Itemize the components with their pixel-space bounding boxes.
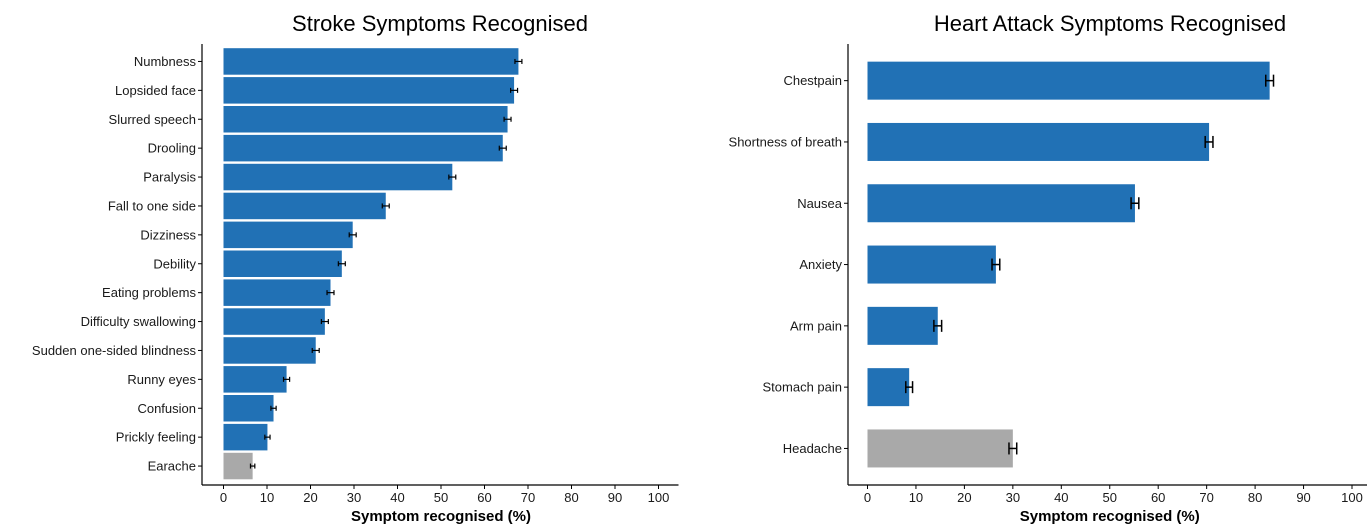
stroke-error-bar-dizziness bbox=[348, 232, 357, 238]
stroke-bar-fall-to-one-side bbox=[223, 192, 386, 220]
heart-xtick-label-80: 80 bbox=[1248, 490, 1262, 505]
heart-category-label-headache: Headache bbox=[783, 441, 842, 456]
stroke-xtick-label-90: 90 bbox=[608, 490, 622, 505]
heart-bar-anxiety bbox=[867, 245, 996, 284]
heart-error-bar-anxiety bbox=[991, 258, 1001, 271]
stroke-bar-runny-eyes bbox=[223, 366, 287, 393]
heart-category-label-anxiety: Anxiety bbox=[799, 257, 842, 272]
stroke-xtick-label-20: 20 bbox=[303, 490, 317, 505]
stroke-category-label-earache: Earache bbox=[148, 459, 196, 474]
stroke-xtick-label-80: 80 bbox=[564, 490, 578, 505]
heart-error-bar-stomach-pain bbox=[905, 381, 914, 394]
stroke-category-label-confusion: Confusion bbox=[137, 401, 196, 416]
heart-bar-chestpain bbox=[867, 61, 1270, 100]
stroke-x-axis-title: Symptom recognised (%) bbox=[351, 508, 531, 524]
heart-error-bar-headache bbox=[1008, 442, 1018, 455]
stroke-error-bar-confusion bbox=[270, 405, 277, 411]
heart-xtick-label-70: 70 bbox=[1199, 490, 1213, 505]
stroke-xtick-label-50: 50 bbox=[434, 490, 448, 505]
stroke-xtick-label-0: 0 bbox=[220, 490, 227, 505]
stroke-error-bar-earache bbox=[249, 463, 256, 469]
stroke-chart: Stroke Symptoms Recognised Numbness Lopsid… bbox=[32, 11, 679, 524]
stroke-bar-difficulty-swallowing bbox=[223, 308, 325, 335]
stroke-category-label-drooling: Drooling bbox=[148, 141, 196, 156]
stroke-error-bar-slurred-speech bbox=[503, 116, 512, 122]
heart-category-label-nausea: Nausea bbox=[797, 196, 843, 211]
stroke-bar-confusion bbox=[223, 395, 274, 422]
stroke-category-label-runny-eyes: Runny eyes bbox=[127, 372, 196, 387]
heart-category-label-shortness-of-breath: Shortness of breath bbox=[729, 134, 842, 149]
stroke-chart-title: Stroke Symptoms Recognised bbox=[292, 11, 588, 36]
stroke-bar-numbness bbox=[223, 48, 519, 75]
heart-xtick-label-60: 60 bbox=[1151, 490, 1165, 505]
heart-category-label-arm-pain: Arm pain bbox=[790, 318, 842, 333]
stroke-bar-debility bbox=[223, 250, 342, 277]
heart-category-label-stomach-pain: Stomach pain bbox=[763, 380, 843, 395]
stroke-error-bar-numbness bbox=[514, 58, 523, 64]
stroke-error-bar-paralysis bbox=[448, 174, 457, 180]
stroke-category-label-dizziness: Dizziness bbox=[140, 227, 196, 242]
heart-xtick-label-30: 30 bbox=[1006, 490, 1020, 505]
stroke-xtick-label-40: 40 bbox=[390, 490, 404, 505]
stroke-category-label-debility: Debility bbox=[153, 256, 196, 271]
stroke-category-label-difficulty-swallowing: Difficulty swallowing bbox=[81, 314, 196, 329]
heart-xtick-label-50: 50 bbox=[1103, 490, 1117, 505]
stroke-category-label-numbness: Numbness bbox=[134, 54, 197, 69]
heart-xtick-label-0: 0 bbox=[864, 490, 871, 505]
stroke-xtick-label-100: 100 bbox=[648, 490, 670, 505]
heart-error-bar-shortness-of-breath bbox=[1204, 135, 1214, 148]
stroke-error-bar-eating-problems bbox=[326, 290, 335, 296]
stroke-bar-sudden-one-sided-blindness bbox=[223, 337, 316, 364]
stroke-error-bar-sudden-one-sided-blindness bbox=[311, 347, 320, 353]
heart-x-axis-title: Symptom recognised (%) bbox=[1020, 508, 1200, 524]
stroke-bar-paralysis bbox=[223, 163, 453, 191]
heart-attack-chart: Heart Attack Symptoms Recognised Chestpai… bbox=[729, 11, 1367, 524]
heart-error-bar-nausea bbox=[1130, 197, 1140, 210]
heart-xtick-label-100: 100 bbox=[1341, 490, 1363, 505]
stroke-bar-drooling bbox=[223, 134, 503, 162]
heart-error-bar-arm-pain bbox=[933, 319, 943, 332]
heart-xtick-label-10: 10 bbox=[909, 490, 923, 505]
heart-bar-shortness-of-breath bbox=[867, 122, 1210, 161]
heart-bar-arm-pain bbox=[867, 306, 938, 345]
stroke-xtick-label-10: 10 bbox=[260, 490, 274, 505]
heart-category-label-chestpain: Chestpain bbox=[783, 73, 842, 88]
stroke-error-bar-debility bbox=[337, 261, 346, 267]
stroke-bar-eating-problems bbox=[223, 279, 331, 306]
stroke-error-bar-drooling bbox=[498, 145, 507, 151]
stroke-category-label-paralysis: Paralysis bbox=[143, 170, 196, 185]
stroke-error-bar-lopsided-face bbox=[510, 87, 519, 93]
stroke-category-label-slurred-speech: Slurred speech bbox=[109, 112, 196, 127]
stroke-bar-earache bbox=[223, 452, 253, 480]
heart-chart-title: Heart Attack Symptoms Recognised bbox=[934, 11, 1286, 36]
stroke-xtick-label-30: 30 bbox=[347, 490, 361, 505]
stroke-error-bar-difficulty-swallowing bbox=[320, 319, 329, 325]
stroke-error-bar-prickly-feeling bbox=[264, 434, 271, 440]
heart-error-bar-chestpain bbox=[1265, 74, 1275, 87]
stroke-error-bar-runny-eyes bbox=[282, 376, 291, 382]
stroke-xtick-label-60: 60 bbox=[477, 490, 491, 505]
heart-bar-headache bbox=[867, 429, 1013, 468]
heart-bar-stomach-pain bbox=[867, 368, 910, 407]
stroke-category-label-fall-to-one-side: Fall to one side bbox=[108, 198, 196, 213]
stroke-category-label-sudden-one-sided-blindness: Sudden one-sided blindness bbox=[32, 343, 197, 358]
stroke-bar-lopsided-face bbox=[223, 77, 515, 104]
stroke-bar-slurred-speech bbox=[223, 106, 508, 133]
heart-xtick-label-90: 90 bbox=[1296, 490, 1310, 505]
stroke-category-label-eating-problems: Eating problems bbox=[102, 285, 196, 300]
heart-xtick-label-40: 40 bbox=[1054, 490, 1068, 505]
stroke-xtick-label-70: 70 bbox=[521, 490, 535, 505]
stroke-bar-prickly-feeling bbox=[223, 423, 268, 451]
heart-xtick-label-20: 20 bbox=[957, 490, 971, 505]
stroke-category-label-prickly-feeling: Prickly feeling bbox=[116, 430, 196, 445]
stroke-bar-dizziness bbox=[223, 221, 353, 249]
stroke-category-label-lopsided-face: Lopsided face bbox=[115, 83, 196, 98]
stroke-error-bar-fall-to-one-side bbox=[381, 203, 390, 209]
heart-bar-nausea bbox=[867, 184, 1135, 223]
